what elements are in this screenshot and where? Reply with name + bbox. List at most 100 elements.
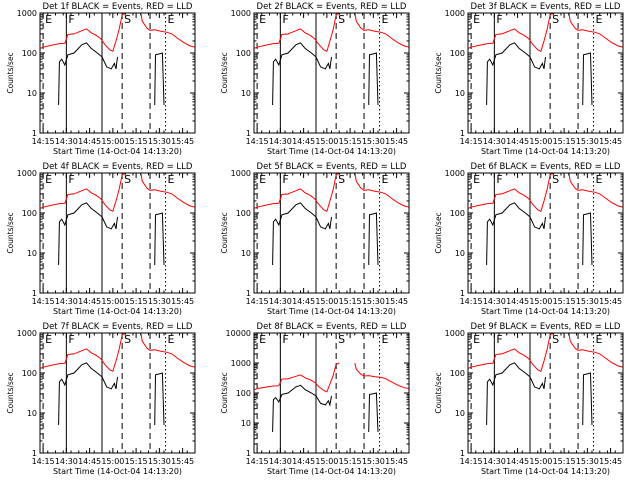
- x-tick-label: 14:45: [506, 457, 529, 466]
- time-marker-label: F: [496, 173, 502, 186]
- chart-title: Det 2f BLACK = Events, RED = LLD: [257, 2, 407, 12]
- x-tick-label: 14:30: [269, 457, 292, 466]
- x-axis-label: Start Time (14-Oct-04 14:13:20): [53, 307, 182, 316]
- y-tick-label: 100: [22, 369, 37, 378]
- y-tick-label: 1: [32, 289, 37, 298]
- x-tick-label: 15:45: [385, 137, 408, 146]
- x-tick-label: 15:45: [599, 457, 622, 466]
- x-tick-label: 14:15: [246, 457, 269, 466]
- red-lld-series: [468, 13, 623, 53]
- x-tick-label: 15:15: [553, 457, 576, 466]
- x-tick-label: 15:45: [171, 137, 194, 146]
- x-tick-label: 15:30: [362, 457, 385, 466]
- time-marker-label: E: [45, 333, 52, 346]
- y-tick-label: 1000: [17, 329, 37, 338]
- plot-frame: [39, 12, 196, 134]
- y-tick-label: 1: [246, 289, 251, 298]
- y-tick-label: 100: [22, 209, 37, 218]
- x-axis-label: Start Time (14-Oct-04 14:13:20): [53, 147, 182, 156]
- x-tick-label: 14:45: [292, 297, 315, 306]
- time-marker-label: F: [68, 173, 74, 186]
- y-tick-label: 10: [455, 89, 465, 98]
- y-tick-label: 10: [27, 409, 37, 418]
- y-tick-label: 100: [450, 49, 465, 58]
- plot-frame: [253, 332, 410, 454]
- plot-frame: [39, 172, 196, 294]
- time-marker-label: F: [282, 13, 288, 26]
- time-marker-label: S: [552, 173, 559, 186]
- y-tick-label: 10: [455, 409, 465, 418]
- y-tick-label: 1: [246, 449, 251, 458]
- black-events-series: [486, 362, 593, 426]
- y-axis-label: Counts/sec: [6, 52, 15, 93]
- plot-frame: [467, 332, 624, 454]
- x-tick-label: 15:30: [362, 297, 385, 306]
- x-tick-label: 14:15: [32, 137, 55, 146]
- time-marker-label: E: [168, 173, 175, 186]
- time-marker-label: S: [124, 333, 131, 346]
- x-tick-label: 14:30: [55, 457, 78, 466]
- x-tick-label: 15:00: [315, 297, 338, 306]
- x-axis-label: Start Time (14-Oct-04 14:13:20): [267, 147, 396, 156]
- x-tick-label: 14:15: [32, 457, 55, 466]
- black-events-series: [272, 202, 379, 266]
- black-events-series: [486, 42, 593, 106]
- x-tick-label: 15:00: [529, 137, 552, 146]
- x-tick-label: 15:30: [148, 297, 171, 306]
- x-tick-label: 14:15: [460, 457, 483, 466]
- time-marker-label: E: [45, 13, 52, 26]
- x-tick-label: 14:30: [269, 137, 292, 146]
- y-tick-label: 1: [460, 449, 465, 458]
- y-tick-label: 1: [460, 129, 465, 138]
- red-lld-series: [40, 173, 195, 213]
- y-axis-label: Counts/sec: [434, 212, 443, 253]
- x-tick-label: 15:00: [315, 137, 338, 146]
- plot-frame: [253, 172, 410, 294]
- black-events-series: [58, 202, 165, 266]
- time-marker-label: E: [259, 333, 266, 346]
- time-marker-label: E: [473, 173, 480, 186]
- plot-frame: [467, 172, 624, 294]
- black-events-series: [58, 362, 165, 426]
- time-marker-label: E: [382, 333, 389, 346]
- chart-title: Det 4f BLACK = Events, RED = LLD: [43, 162, 193, 172]
- red-lld-series: [40, 13, 195, 53]
- y-tick-label: 10000: [226, 329, 251, 338]
- x-tick-label: 14:30: [55, 297, 78, 306]
- y-tick-label: 100: [236, 209, 251, 218]
- black-events-series: [272, 384, 379, 433]
- y-axis-label: Counts/sec: [220, 52, 229, 93]
- red-lld-series: [254, 362, 409, 393]
- y-tick-label: 1000: [17, 9, 37, 18]
- plot-frame: [253, 12, 410, 134]
- x-axis-label: Start Time (14-Oct-04 14:13:20): [481, 467, 610, 476]
- x-tick-label: 14:15: [246, 137, 269, 146]
- x-axis-label: Start Time (14-Oct-04 14:13:20): [481, 307, 610, 316]
- x-tick-label: 15:00: [529, 457, 552, 466]
- y-tick-label: 10: [241, 249, 251, 258]
- x-tick-label: 14:45: [78, 297, 101, 306]
- time-marker-label: F: [282, 173, 288, 186]
- x-tick-label: 15:45: [171, 297, 194, 306]
- time-marker-label: E: [259, 13, 266, 26]
- chart-title: Det 5f BLACK = Events, RED = LLD: [257, 162, 407, 172]
- x-tick-label: 15:15: [553, 137, 576, 146]
- y-tick-label: 100: [22, 49, 37, 58]
- chart-title: Det 3f BLACK = Events, RED = LLD: [471, 2, 621, 12]
- red-lld-series: [468, 333, 623, 373]
- plot-frame: [39, 332, 196, 454]
- black-events-series: [272, 42, 379, 106]
- time-marker-label: E: [596, 333, 603, 346]
- x-tick-label: 15:15: [553, 297, 576, 306]
- red-lld-series: [254, 173, 409, 213]
- x-tick-label: 14:30: [269, 297, 292, 306]
- black-events-series: [486, 202, 593, 266]
- y-axis-label: Counts/sec: [434, 372, 443, 413]
- time-marker-label: F: [496, 333, 502, 346]
- y-tick-label: 1000: [231, 169, 251, 178]
